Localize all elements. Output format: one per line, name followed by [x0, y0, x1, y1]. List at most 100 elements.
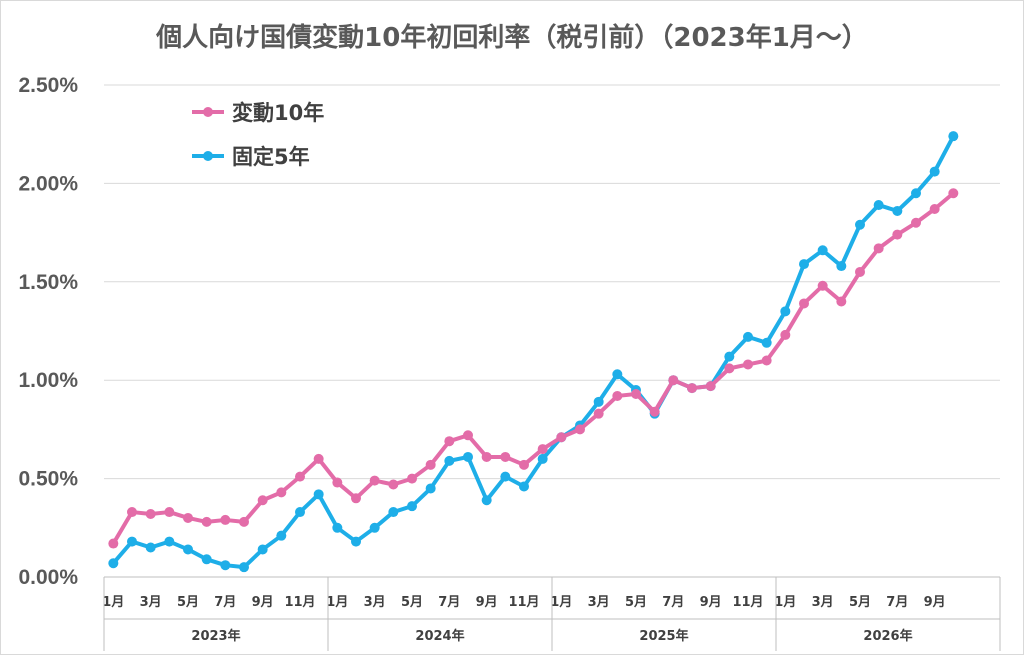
series-floating-10y [108, 188, 959, 549]
data-point [313, 489, 324, 500]
data-point [724, 363, 735, 374]
year-label: 2023年 [191, 628, 240, 644]
legend-marker [203, 151, 213, 161]
data-point [388, 479, 399, 490]
data-point [575, 424, 585, 435]
data-point [183, 544, 193, 555]
data-point [369, 522, 380, 533]
data-point [519, 481, 529, 492]
x-axis: 1月 3月 5月 7月 9月 11月 1月 3月 5月 7月 9月 11月 1月 3月 5月 7月 9月 11月 1… [102, 576, 1001, 651]
data-point [929, 203, 940, 214]
data-point [145, 509, 156, 520]
data-point [201, 516, 212, 527]
data-point [388, 507, 399, 518]
data-point [332, 522, 343, 533]
data-point [313, 453, 324, 464]
data-point [201, 554, 212, 565]
data-point [612, 390, 623, 401]
x-tick-label: 11月 [284, 595, 315, 610]
data-point [593, 396, 604, 407]
x-tick-label: 9月 [924, 595, 946, 610]
data-point [593, 408, 604, 419]
x-tick-label: 5月 [849, 595, 871, 610]
year-label: 2024年 [415, 628, 464, 644]
y-tick-label: 2.00% [18, 172, 78, 195]
data-point [220, 560, 231, 571]
x-tick-label: 7月 [214, 595, 236, 610]
series-line [111, 191, 956, 546]
data-point [836, 296, 847, 307]
legend-item: 変動10年 [192, 101, 324, 125]
data-point [127, 536, 137, 547]
data-point [183, 512, 193, 523]
series-line [111, 134, 956, 570]
data-point [817, 245, 828, 256]
data-point [612, 369, 623, 380]
data-point [463, 451, 473, 462]
data-point [500, 451, 511, 462]
data-point [351, 536, 361, 547]
legend-label: 変動10年 [232, 101, 324, 125]
data-point [351, 493, 361, 504]
data-point [407, 501, 417, 512]
data-point [743, 359, 753, 370]
data-point [108, 538, 119, 549]
data-point [631, 388, 641, 399]
data-point [929, 166, 940, 177]
legend-marker [203, 107, 213, 117]
x-tick-label: 9月 [252, 595, 274, 610]
data-point [108, 558, 119, 569]
year-label: 2025年 [639, 628, 688, 644]
x-tick-label: 3月 [588, 595, 610, 610]
data-point [537, 453, 548, 464]
y-tick-label: 0.00% [18, 566, 78, 589]
data-point [519, 459, 529, 470]
data-point [761, 337, 772, 348]
x-tick-label: 11月 [732, 595, 763, 610]
x-tick-label: 3月 [140, 595, 162, 610]
y-tick-label: 1.00% [18, 369, 78, 392]
data-point [836, 261, 847, 272]
data-point [332, 477, 343, 488]
x-tick-label: 1月 [102, 595, 124, 610]
data-point [295, 507, 305, 518]
data-point [444, 455, 455, 466]
y-tick-label: 1.50% [18, 271, 78, 294]
y-tick-label: 0.50% [18, 468, 78, 491]
data-point [780, 329, 791, 340]
data-point [948, 131, 959, 142]
data-point [407, 473, 417, 484]
data-point [761, 355, 772, 366]
data-point [724, 351, 735, 362]
data-point [295, 471, 305, 482]
data-point [892, 229, 903, 240]
data-point [556, 432, 567, 443]
legend-label: 固定5年 [232, 145, 310, 169]
x-tick-label: 9月 [700, 595, 722, 610]
data-point [855, 219, 865, 230]
data-point [481, 451, 492, 462]
data-point [948, 188, 959, 199]
data-point [743, 331, 753, 342]
x-tick-label: 1月 [774, 595, 796, 610]
data-point [799, 298, 809, 309]
data-point [799, 259, 809, 270]
legend-item: 固定5年 [192, 145, 310, 169]
data-point [276, 487, 287, 498]
x-tick-label: 5月 [401, 595, 423, 610]
data-point [425, 459, 436, 470]
x-tick-label: 3月 [812, 595, 834, 610]
data-point [855, 266, 865, 277]
data-point [463, 430, 473, 441]
x-tick-label: 1月 [326, 595, 348, 610]
data-point [257, 544, 268, 555]
data-point [276, 530, 287, 541]
chart-title: 個人向け国債変動10年初回利率（税引前）（2023年1月～） [155, 22, 868, 53]
data-point [239, 516, 249, 527]
data-point [537, 444, 548, 455]
data-point [500, 471, 511, 482]
x-tick-label: 11月 [508, 595, 539, 610]
